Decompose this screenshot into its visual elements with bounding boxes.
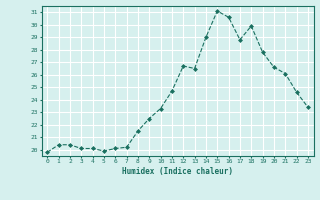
X-axis label: Humidex (Indice chaleur): Humidex (Indice chaleur) — [122, 167, 233, 176]
